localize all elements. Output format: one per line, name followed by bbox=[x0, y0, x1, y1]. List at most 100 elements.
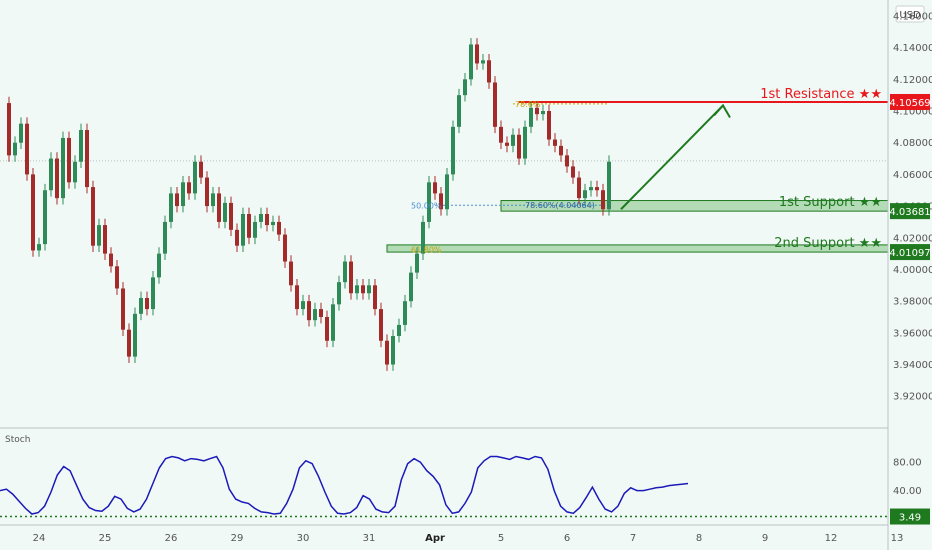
candle-body bbox=[355, 285, 359, 294]
candle-body bbox=[193, 161, 197, 194]
candle-body bbox=[607, 161, 611, 210]
price-tick-label: 3.92000 bbox=[893, 392, 932, 403]
candle-body bbox=[487, 60, 491, 83]
candle-body bbox=[73, 161, 77, 183]
stoch-low-badge bbox=[890, 508, 930, 525]
candle-body bbox=[577, 177, 581, 199]
candle-body bbox=[163, 221, 167, 254]
resistance-1-label: 1st Resistance ★★ bbox=[760, 87, 882, 102]
candle-body bbox=[373, 285, 377, 310]
candle-body bbox=[265, 214, 269, 226]
time-tick-label: 9 bbox=[762, 533, 768, 544]
stoch-y-axis[interactable]: 80.00 40.00 bbox=[893, 458, 922, 497]
candle-body bbox=[7, 103, 11, 156]
price-tick-label: 4.14000 bbox=[893, 43, 932, 54]
candle-body bbox=[127, 329, 131, 357]
candle-body bbox=[49, 158, 53, 191]
candle-body bbox=[217, 193, 221, 222]
candle-body bbox=[175, 193, 179, 207]
support-2-badge-text: 4.01097 bbox=[889, 248, 930, 259]
candle-body bbox=[439, 193, 443, 210]
candle-body bbox=[421, 221, 425, 254]
stoch-low-badge-text: 3.49 bbox=[899, 513, 921, 524]
time-tick-label: 13 bbox=[891, 533, 904, 544]
fib-786-support-label: 78.60%(4.04064) bbox=[525, 201, 595, 210]
price-tick-label: 4.00000 bbox=[893, 265, 932, 276]
candle-body bbox=[43, 190, 47, 245]
candle-body bbox=[451, 126, 455, 175]
candle-body bbox=[199, 161, 203, 178]
candle-body bbox=[139, 297, 143, 314]
candle-body bbox=[415, 253, 419, 273]
candle-body bbox=[229, 202, 233, 230]
candle-body bbox=[379, 309, 383, 341]
support-2-badge bbox=[890, 244, 930, 261]
support-1-badge bbox=[890, 203, 930, 220]
candle-body bbox=[37, 244, 41, 251]
candle-body bbox=[19, 123, 23, 143]
time-tick-label: 5 bbox=[498, 533, 504, 544]
stoch-tick-label: 40.00 bbox=[893, 486, 922, 497]
candle-body bbox=[319, 309, 323, 317]
candle-body bbox=[511, 134, 515, 146]
candle-body bbox=[445, 174, 449, 210]
candle-body bbox=[475, 44, 479, 64]
candle-body bbox=[547, 111, 551, 140]
support-1-label: 1st Support ★★ bbox=[779, 195, 882, 210]
candle-body bbox=[397, 324, 401, 337]
price-tick-label: 3.96000 bbox=[893, 328, 932, 339]
candle-body bbox=[31, 174, 35, 251]
currency-badge[interactable] bbox=[895, 5, 925, 23]
time-tick-label: 6 bbox=[564, 533, 570, 544]
support-1-badge-text: 4.03681 bbox=[889, 207, 930, 218]
level-labels: 78.6% 50.00% 78.60%(4.04064) 61.80% 1st Resi… bbox=[411, 87, 931, 261]
candle-body bbox=[121, 288, 125, 330]
time-x-axis[interactable]: 24 25 26 29 30 31 Apr 5 6 7 8 9 12 13 bbox=[33, 533, 904, 544]
candle-body bbox=[481, 60, 485, 64]
time-tick-label: 8 bbox=[696, 533, 702, 544]
candle-body bbox=[391, 336, 395, 365]
candle-body bbox=[457, 95, 461, 127]
candle-body bbox=[349, 261, 353, 294]
candle-body bbox=[331, 304, 335, 341]
candle-body bbox=[601, 190, 605, 210]
currency-label: USD bbox=[899, 10, 921, 21]
time-tick-label: Apr bbox=[425, 533, 445, 544]
candle-body bbox=[499, 126, 503, 143]
candle-body bbox=[409, 272, 413, 302]
candle-body bbox=[565, 155, 569, 167]
stochastic-pane: 3.49 bbox=[0, 455, 930, 525]
price-pane bbox=[0, 38, 889, 371]
stoch-title: Stoch bbox=[5, 435, 30, 445]
price-tick-label: 4.08000 bbox=[893, 138, 932, 149]
candle-body bbox=[361, 285, 365, 294]
candle-body bbox=[589, 187, 593, 191]
time-tick-label: 7 bbox=[630, 533, 636, 544]
projection-arrow-head bbox=[713, 103, 731, 118]
resistance-1-badge-text: 4.10569 bbox=[889, 98, 930, 109]
candle-body bbox=[301, 301, 305, 310]
candle-body bbox=[67, 137, 71, 183]
candle-body bbox=[211, 193, 215, 207]
price-tick-label: 3.94000 bbox=[893, 360, 932, 371]
time-tick-label: 26 bbox=[165, 533, 178, 544]
candle-body bbox=[313, 309, 317, 321]
candle-body bbox=[595, 187, 599, 191]
candle-body bbox=[259, 214, 263, 222]
time-tick-label: 24 bbox=[33, 533, 46, 544]
candle-body bbox=[271, 221, 275, 226]
candle-body bbox=[13, 142, 17, 156]
projection-arrow-shaft bbox=[620, 104, 724, 210]
candle-body bbox=[505, 142, 509, 146]
candle-body bbox=[187, 182, 191, 194]
candle-body bbox=[529, 107, 533, 127]
candle-body bbox=[109, 253, 113, 267]
price-tick-label: 3.98000 bbox=[893, 297, 932, 308]
candle-body bbox=[553, 139, 557, 146]
time-tick-label: 30 bbox=[297, 533, 310, 544]
candle-body bbox=[283, 234, 287, 262]
candle-body bbox=[325, 317, 329, 341]
price-tick-label: 4.12000 bbox=[893, 75, 932, 86]
candle-body bbox=[145, 297, 149, 310]
candle-body bbox=[517, 134, 521, 159]
